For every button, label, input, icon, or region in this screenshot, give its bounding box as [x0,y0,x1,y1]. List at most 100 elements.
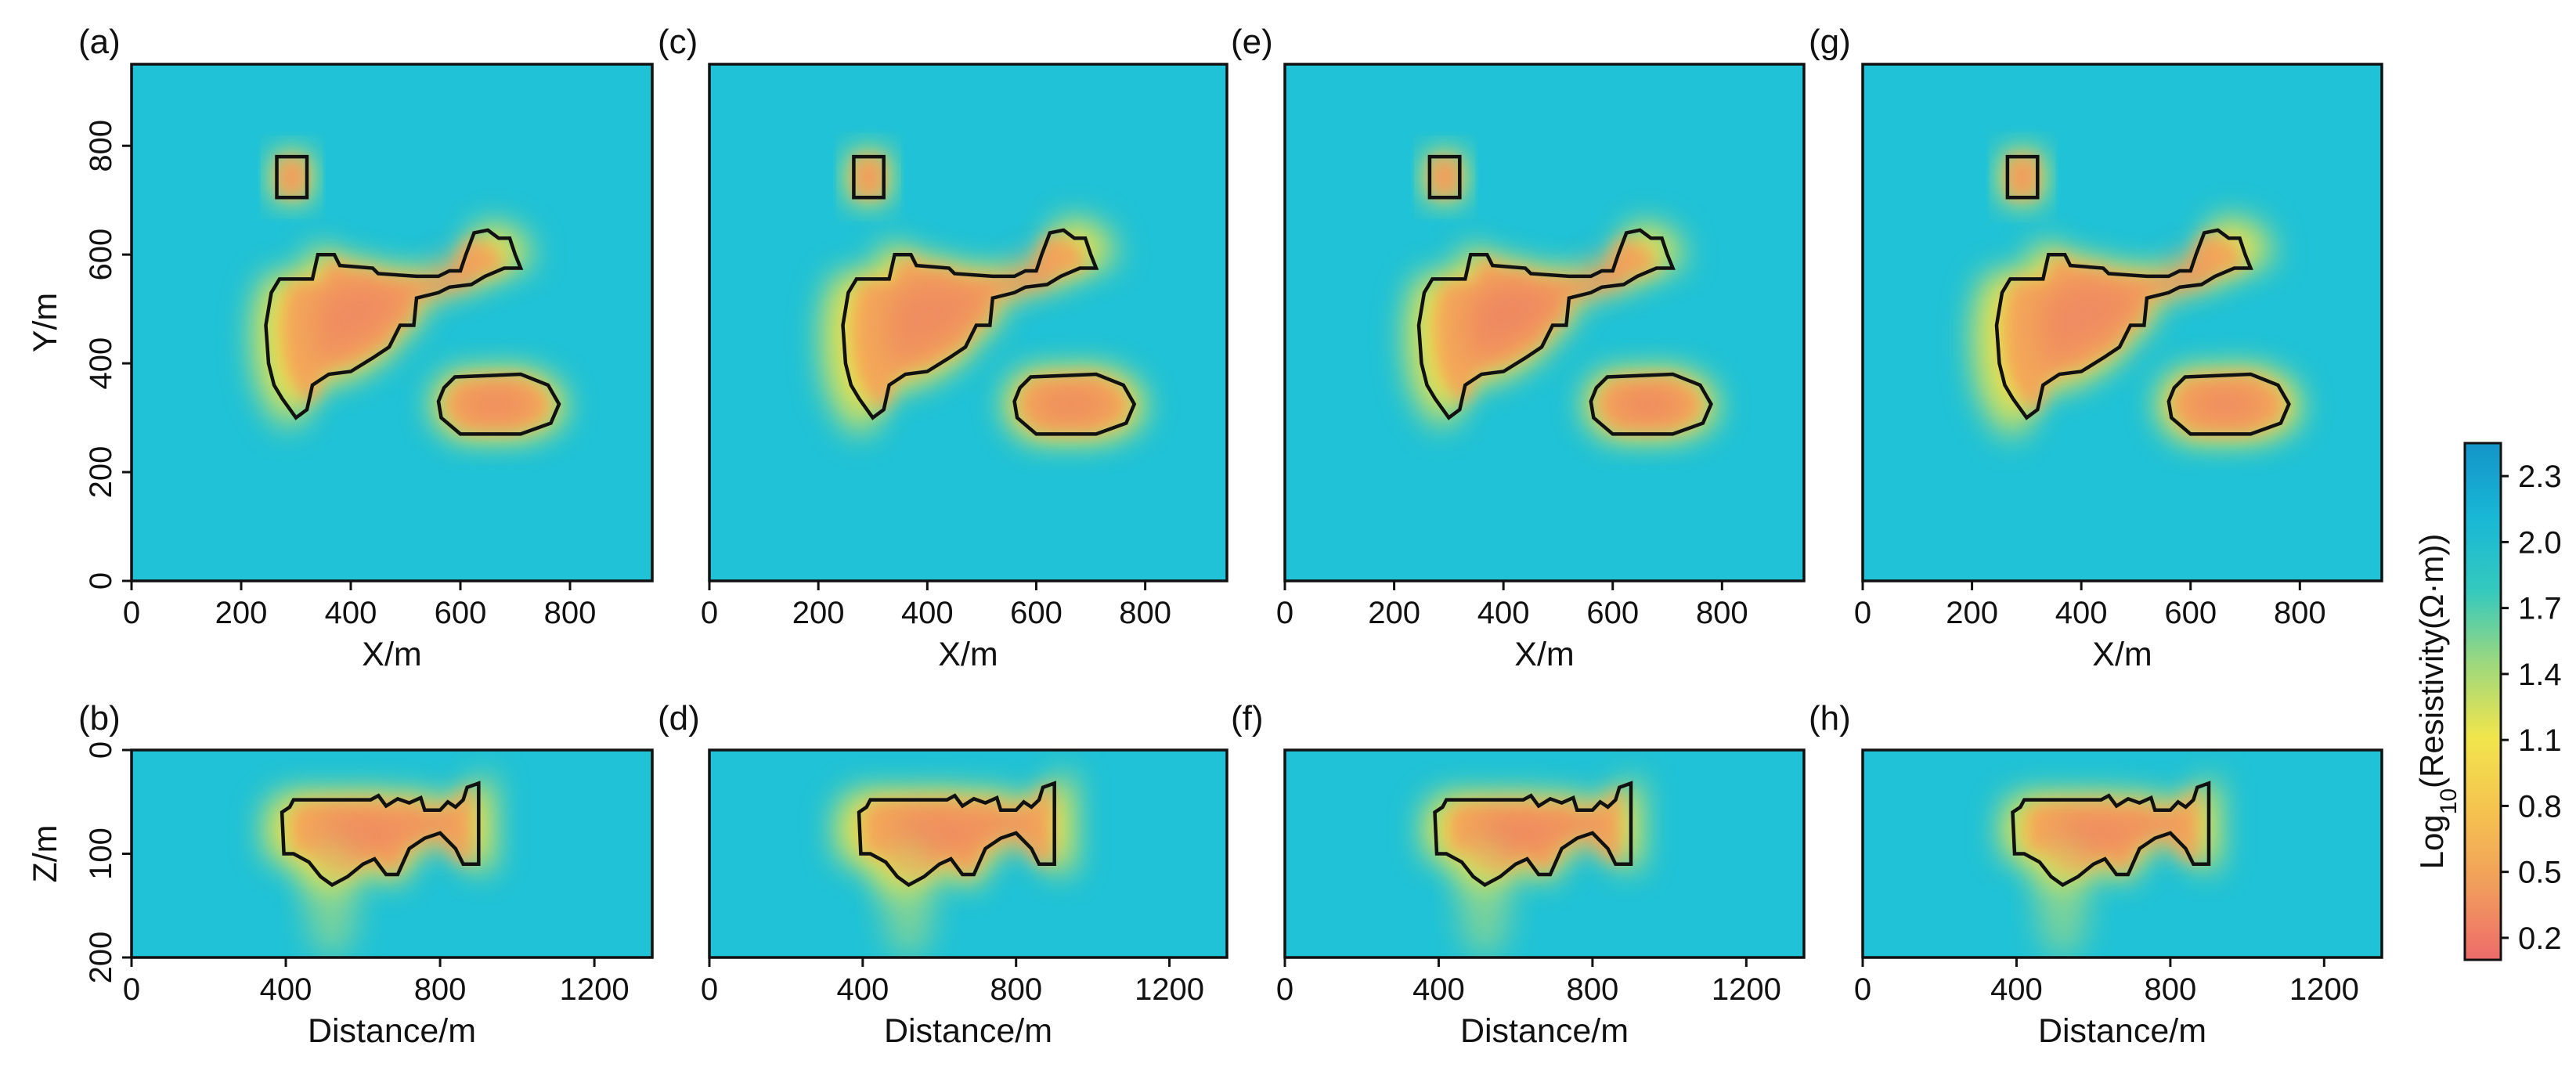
x-axis-title: Distance/m [1460,1012,1629,1050]
model-outline-0 [275,154,309,200]
y-tick-label: 400 [84,337,118,390]
y-tick-label: 200 [84,446,118,499]
axes-frame [1861,748,2383,959]
model-outline-1 [264,228,524,420]
x-tick-label: 600 [1586,596,1639,630]
colorbar-title: Log10(Resistivity(Ω·m)) [2413,534,2462,870]
x-tick-label: 800 [1119,596,1171,630]
colorbar-tick-label: 0.8 [2518,789,2562,824]
panel-d: 0 400 800 1200 Distance/m (d) [658,699,1228,1050]
anomaly-fill-2-layer-3 [2187,384,2268,424]
x-tick-label: 1200 [1135,972,1204,1007]
anomaly-fill-0-layer-3 [282,164,301,190]
x-tick-label: 400 [325,596,377,630]
x-tick-label: 200 [1946,596,1998,630]
y-axis-title: Z/m [27,824,64,882]
x-tick-label: 200 [792,596,845,630]
model-outline-1 [1994,228,2253,420]
colorbar-tick-label: 2.0 [2518,525,2562,560]
x-tick-label: 800 [2274,596,2326,630]
panel-a: 0 200 400 600 800 0 200 400 600 800 X/m Y/m (a) [27,23,654,673]
y-tick-label: 100 [84,828,118,880]
x-tick-label: 0 [701,596,718,630]
panel-e: 0 200 400 600 800 X/m (e) [1231,23,1806,673]
x-tick-label: 1200 [1712,972,1781,1007]
y-tick-label: 600 [84,229,118,281]
x-tick-label: 800 [1696,596,1748,630]
anomaly-fill-1-layer-3 [1466,257,1624,374]
x-tick-label: 800 [1567,972,1619,1007]
colorbar-tick-label: 2.3 [2518,460,2562,494]
x-axis-title: X/m [938,636,998,673]
model-outline-0 [280,781,481,887]
x-axis-title: X/m [362,636,421,673]
anomaly-fill-0-layer-3 [2012,163,2033,191]
x-tick-label: 400 [1990,972,2043,1007]
x-tick-label: 800 [414,972,467,1007]
panel-g: 0 200 400 600 800 X/m (g) [1809,23,2383,673]
x-axis-title: X/m [1514,636,1574,673]
smear-anomaly [882,841,935,957]
x-axis-title: Distance/m [2038,1012,2206,1050]
x-tick-label: 600 [1010,596,1063,630]
colorbar-tick-label: 0.2 [2518,921,2562,956]
model-outline-2 [1012,372,1137,436]
panel-letter: (e) [1231,23,1273,61]
colorbar-tick-label: 1.7 [2518,592,2562,626]
anomaly-fill-1-layer-3 [313,257,472,374]
model-outline-0 [1433,781,1633,887]
x-tick-label: 0 [701,972,718,1007]
x-axis-title: Distance/m [884,1012,1052,1050]
panel-letter: (h) [1809,699,1851,737]
panel-letter: (a) [78,23,121,61]
anomaly-fill-0-layer-3 [858,164,879,191]
x-tick-label: 600 [2164,596,2217,630]
y-tick-label: 800 [84,120,118,172]
axes-frame [708,63,1228,582]
anomaly-fill-1-layer-3 [886,254,1052,378]
x-tick-label: 600 [435,596,487,630]
y-tick-label: 200 [84,932,118,984]
axes-frame [1283,63,1806,582]
anomaly-fill-0-layer-3 [1435,164,1454,190]
model-outline-2 [2167,372,2291,436]
x-tick-label: 1200 [2289,972,2359,1007]
colorbar-tick-label: 1.1 [2518,723,2562,758]
panel-letter: (d) [658,699,700,737]
x-tick-label: 800 [990,972,1042,1007]
x-tick-label: 0 [1854,972,1871,1007]
y-tick-label: 0 [84,572,118,590]
axes-frame [708,748,1228,959]
anomaly-fill-0-layer-3 [319,799,448,867]
colorbar: 0.2 0.5 0.8 1.1 1.4 1.7 2.0 2.3 Log10(Resistivit… [2413,442,2562,961]
model-outline-2 [436,372,561,436]
x-tick-label: 400 [2055,596,2108,630]
x-tick-label: 800 [544,596,597,630]
model-outline-0 [852,154,886,200]
x-tick-label: 1200 [560,972,630,1007]
axes-frame [130,63,654,582]
y-axis-title: Y/m [27,293,64,352]
model-outline-0 [1427,154,1462,200]
panel-b: 0 400 800 1200 0 100 200 Distance/m Z/m (b) [27,699,654,1050]
model-outline-1 [1416,228,1676,420]
smear-anomaly [305,841,359,957]
panel-letter: (b) [78,699,121,737]
anomaly-fill-2-layer-3 [1033,384,1113,424]
x-tick-label: 0 [123,972,140,1007]
model-outline-0 [857,781,1056,887]
x-axis-title: Distance/m [308,1012,476,1050]
model-outline-0 [2005,154,2040,200]
x-tick-label: 200 [1368,596,1420,630]
anomaly-fill-1-layer-3 [2037,254,2209,380]
colorbar-gradient [2463,442,2502,961]
panel-f: 0 400 800 1200 Distance/m (f) [1231,699,1806,1050]
model-outline-0 [2011,781,2211,887]
x-tick-label: 400 [901,596,954,630]
anomaly-fill-2-layer-3 [1611,385,1687,423]
panel-c: 0 200 400 600 800 X/m (c) [658,23,1228,673]
anomaly-fill-0-layer-3 [1475,801,1598,865]
anomaly-fill-0-layer-3 [893,798,1026,868]
